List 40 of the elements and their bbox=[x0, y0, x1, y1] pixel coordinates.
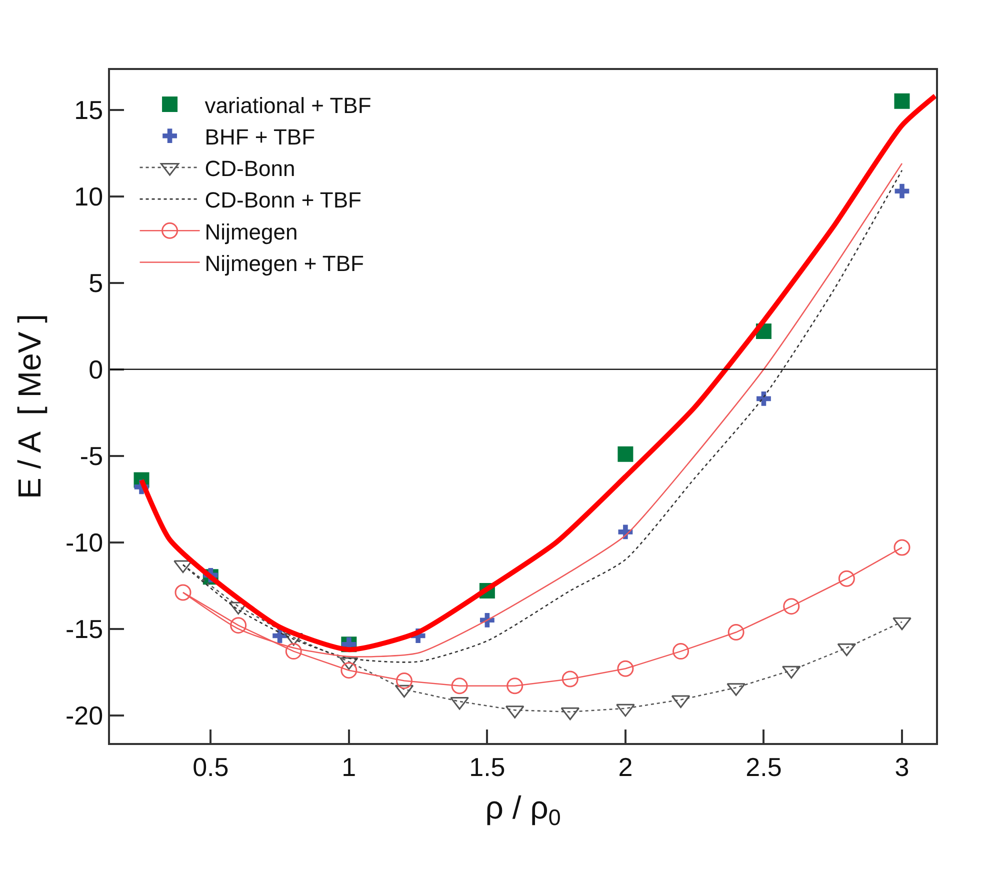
legend-label: Nijmegen + TBF bbox=[204, 250, 364, 276]
y-tick-label: -15 bbox=[65, 614, 104, 644]
y-tick-label: 0 bbox=[88, 354, 104, 384]
point bbox=[617, 660, 634, 677]
legend-label: variational + TBF bbox=[204, 92, 372, 118]
point bbox=[672, 643, 690, 660]
point bbox=[783, 598, 800, 615]
point bbox=[894, 93, 910, 109]
point bbox=[618, 446, 634, 462]
y-axis-title: E / A [ MeV ] bbox=[11, 314, 48, 499]
point bbox=[728, 624, 744, 641]
x-tick-label: 0.5 bbox=[192, 752, 229, 782]
legend-label: CD-Bonn bbox=[204, 156, 296, 182]
point bbox=[506, 678, 524, 694]
y-tick-label: -10 bbox=[65, 527, 104, 558]
x-tick-label: 2.5 bbox=[746, 752, 782, 782]
x-axis-title: ρ / ρ$_{0}$ bbox=[485, 789, 561, 830]
y-tick-label: -5 bbox=[80, 440, 104, 471]
point bbox=[285, 643, 302, 660]
point bbox=[562, 670, 578, 688]
x-tick-label: 2 bbox=[618, 752, 633, 782]
legend-label: Nijmegen bbox=[204, 219, 298, 244]
legend-label: BHF + TBF bbox=[204, 124, 316, 150]
x-tick-label: 1 bbox=[342, 752, 356, 782]
x-tick-label: 1.5 bbox=[469, 752, 506, 782]
y-tick-label: 15 bbox=[74, 94, 104, 125]
point bbox=[451, 678, 468, 694]
point bbox=[174, 584, 192, 601]
point bbox=[340, 662, 358, 679]
x-tick-label: 3 bbox=[894, 752, 910, 782]
y-tick-label: 10 bbox=[74, 181, 104, 212]
legend-label: CD-Bonn + TBF bbox=[204, 188, 362, 213]
point bbox=[894, 539, 910, 556]
y-tick-label: -20 bbox=[65, 700, 104, 730]
point bbox=[230, 617, 247, 634]
point bbox=[838, 570, 855, 587]
point bbox=[894, 184, 910, 198]
point bbox=[756, 392, 771, 406]
point bbox=[396, 672, 412, 689]
y-tick-label: 5 bbox=[88, 268, 104, 298]
